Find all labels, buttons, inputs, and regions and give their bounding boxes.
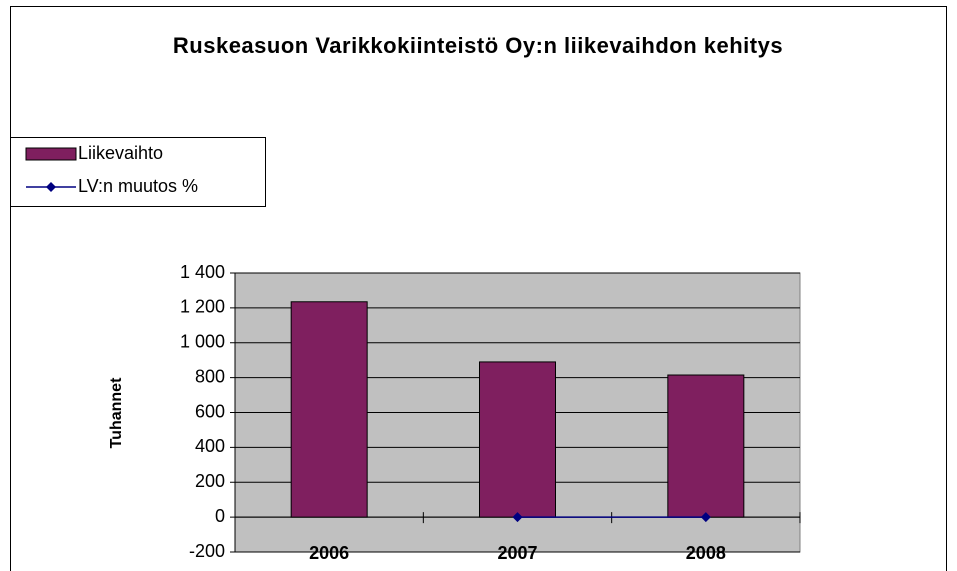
legend-swatch-marker (46, 182, 56, 192)
y-axis-label: Tuhannet (108, 377, 125, 448)
x-tick-label: 2008 (686, 543, 726, 563)
bar (667, 374, 745, 518)
x-tick-label: 2007 (497, 543, 537, 563)
y-tick-label: 1 400 (180, 262, 225, 282)
y-tick-label: 600 (195, 401, 225, 421)
y-tick-label: 0 (215, 506, 225, 526)
legend-box (10, 137, 266, 207)
y-tick-label: 1 000 (180, 332, 225, 352)
legend-label: Liikevaihto (78, 143, 163, 163)
y-tick-label: 800 (195, 366, 225, 386)
legend-label: LV:n muutos % (78, 176, 198, 196)
y-tick-label: 200 (195, 471, 225, 491)
chart-title: Ruskeasuon Varikkokiinteistö Oy:n liikev… (172, 33, 784, 58)
bar (290, 301, 368, 518)
y-tick-label: 400 (195, 436, 225, 456)
legend-swatch (25, 147, 77, 161)
line-marker (700, 512, 711, 523)
y-tick-label: -200 (189, 541, 225, 561)
bar (479, 361, 556, 518)
y-tick-label: 1 200 (180, 297, 225, 317)
line-marker (512, 512, 523, 523)
x-tick-label: 2006 (309, 543, 349, 563)
